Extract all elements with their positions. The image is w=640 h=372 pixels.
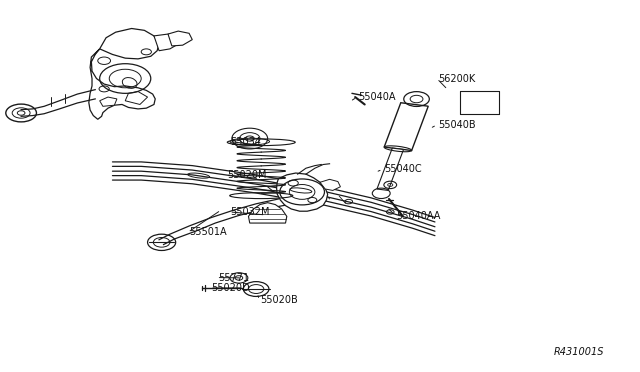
Text: 55020D: 55020D: [211, 283, 250, 293]
Polygon shape: [100, 97, 117, 106]
Text: 56200K: 56200K: [438, 74, 476, 84]
Polygon shape: [154, 34, 179, 51]
Text: 55040B: 55040B: [438, 120, 476, 130]
Text: 55020B: 55020B: [260, 295, 298, 305]
Polygon shape: [384, 103, 428, 151]
Polygon shape: [125, 92, 148, 105]
Polygon shape: [100, 29, 159, 59]
Text: 55771: 55771: [218, 273, 249, 283]
Polygon shape: [248, 203, 287, 223]
Polygon shape: [377, 148, 404, 190]
Polygon shape: [320, 179, 340, 190]
Text: 55040AA: 55040AA: [397, 211, 441, 221]
Polygon shape: [89, 49, 156, 119]
Text: 55040C: 55040C: [384, 164, 422, 174]
Text: 55032M: 55032M: [230, 207, 270, 217]
Text: 55501A: 55501A: [189, 227, 227, 237]
Text: 55040A: 55040A: [358, 92, 396, 102]
Polygon shape: [276, 173, 328, 211]
Text: 55020M: 55020M: [227, 170, 267, 180]
Polygon shape: [168, 31, 192, 46]
Text: R431001S: R431001S: [554, 347, 604, 357]
Text: 55034: 55034: [230, 137, 262, 147]
